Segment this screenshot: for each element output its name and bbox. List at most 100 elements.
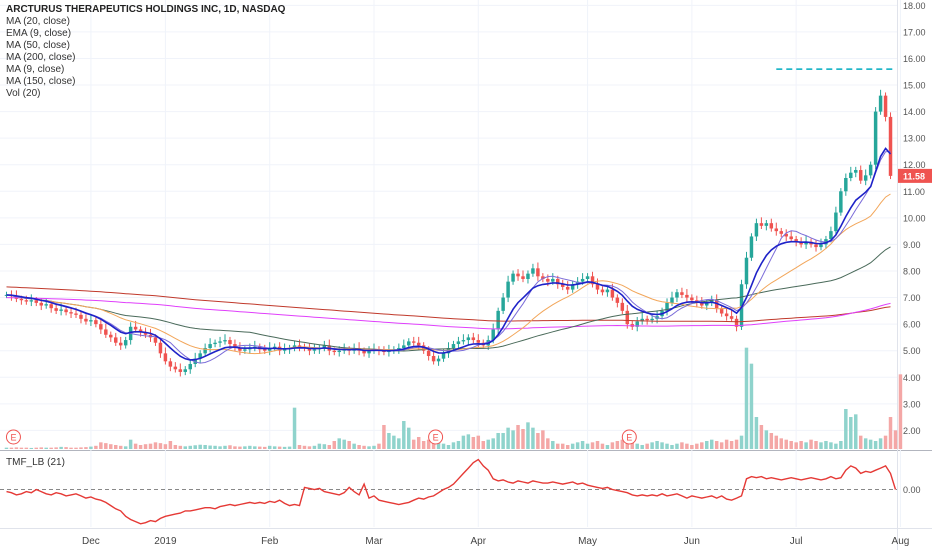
candle-body bbox=[402, 345, 406, 349]
price-tick-label: 18.00 bbox=[903, 1, 926, 11]
volume-bar bbox=[292, 407, 297, 449]
volume-bar bbox=[392, 435, 396, 449]
volume-bar bbox=[754, 417, 759, 449]
candle-body bbox=[451, 344, 456, 349]
candle-body bbox=[779, 231, 783, 234]
candle-body bbox=[814, 244, 818, 248]
candle-body bbox=[59, 309, 63, 311]
candle-body bbox=[198, 353, 202, 359]
volume-bar bbox=[481, 441, 486, 449]
candle-body bbox=[794, 239, 798, 242]
volume-bar bbox=[143, 444, 148, 449]
volume-bar bbox=[695, 443, 699, 449]
volume-bar bbox=[675, 443, 679, 449]
volume-bar bbox=[635, 443, 639, 449]
volume-bar bbox=[461, 435, 466, 449]
candle-body bbox=[44, 304, 48, 306]
ma9-line bbox=[6, 151, 891, 364]
moving-averages bbox=[6, 147, 892, 364]
candle-body bbox=[263, 349, 267, 351]
volume-bar bbox=[218, 446, 222, 449]
volume-bar bbox=[625, 441, 630, 449]
candle-body bbox=[834, 212, 838, 232]
legend-ma150[interactable]: MA (150, close) bbox=[6, 76, 76, 87]
volume-bar bbox=[441, 443, 446, 449]
candle-body bbox=[854, 170, 858, 173]
volume-bar bbox=[49, 447, 53, 449]
candle-body bbox=[724, 313, 729, 317]
volume-bar bbox=[789, 441, 793, 449]
candle-body bbox=[173, 366, 178, 370]
volume-bar bbox=[342, 439, 346, 449]
volume-bar bbox=[188, 445, 192, 449]
volume-bar bbox=[446, 445, 451, 449]
candle-body bbox=[764, 223, 769, 226]
volume-bar bbox=[630, 442, 634, 449]
volume-bar bbox=[4, 447, 9, 449]
volume-bar bbox=[824, 441, 828, 449]
candle-body bbox=[362, 350, 366, 354]
volume-bar bbox=[213, 445, 217, 449]
legend-ma50[interactable]: MA (50, close) bbox=[6, 40, 70, 51]
volume-bar bbox=[546, 438, 550, 449]
legend-ma9[interactable]: MA (9, close) bbox=[6, 64, 65, 75]
volume-bar bbox=[888, 417, 893, 449]
volume-bar bbox=[739, 435, 744, 449]
candle-body bbox=[267, 348, 272, 351]
volume-bar bbox=[193, 445, 197, 449]
candle-body bbox=[744, 257, 749, 285]
candle-body bbox=[829, 231, 833, 240]
volume-bar bbox=[705, 441, 709, 449]
candle-body bbox=[84, 318, 88, 322]
candle-body bbox=[858, 170, 863, 181]
candle-body bbox=[585, 276, 590, 279]
candle-body bbox=[700, 302, 704, 306]
volume-bar bbox=[153, 442, 158, 449]
volume-bar bbox=[128, 439, 133, 449]
volume-bar bbox=[680, 442, 684, 449]
candle-body bbox=[163, 353, 168, 362]
legend-ma200[interactable]: MA (200, close) bbox=[6, 52, 76, 63]
time-tick-label: Dec bbox=[82, 536, 100, 547]
candle-body bbox=[531, 268, 535, 274]
candle-body bbox=[670, 297, 674, 303]
volume-bar bbox=[39, 447, 43, 449]
legend-ma20[interactable]: MA (20, close) bbox=[6, 16, 70, 27]
candle-body bbox=[337, 350, 341, 353]
volume-bar bbox=[799, 441, 803, 449]
volume-bar bbox=[402, 421, 406, 449]
candle-body bbox=[183, 369, 188, 372]
volume-bar bbox=[297, 445, 302, 449]
candle-body bbox=[218, 341, 222, 343]
price-tick-label: 2.00 bbox=[903, 426, 921, 436]
volume-bar bbox=[451, 442, 456, 449]
volume-bar bbox=[357, 445, 361, 449]
tmf-legend[interactable]: TMF_LB (21) bbox=[6, 457, 65, 468]
legend-vol[interactable]: Vol (20) bbox=[6, 88, 41, 99]
volume-bar bbox=[570, 443, 575, 449]
volume-bar bbox=[327, 445, 332, 449]
volume-bar bbox=[377, 443, 381, 449]
grid-lines bbox=[0, 0, 901, 527]
volume-bar bbox=[183, 446, 188, 449]
candle-body bbox=[873, 111, 878, 165]
volume-bar bbox=[272, 446, 277, 449]
candle-body bbox=[233, 344, 237, 349]
volume-bar bbox=[307, 446, 312, 449]
volume-bar bbox=[253, 446, 257, 449]
volume-bar bbox=[29, 447, 34, 449]
candle-body bbox=[595, 284, 600, 290]
candle-body bbox=[863, 175, 868, 181]
candle-body bbox=[104, 329, 108, 335]
volume-bar bbox=[645, 443, 649, 449]
volume-bar bbox=[819, 442, 823, 449]
legend-ema9[interactable]: EMA (9, close) bbox=[6, 28, 72, 39]
volume-bar bbox=[779, 438, 783, 449]
volume-bar bbox=[173, 445, 178, 449]
volume-bar bbox=[700, 442, 704, 449]
volume-bar bbox=[59, 446, 63, 449]
candle-body bbox=[441, 353, 446, 359]
candle-body bbox=[705, 302, 709, 306]
